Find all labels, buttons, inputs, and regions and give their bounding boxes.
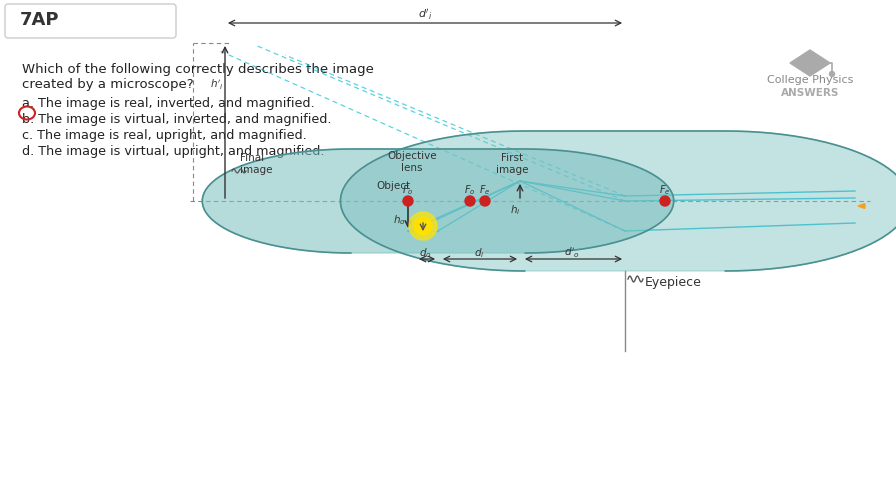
Polygon shape [790, 50, 830, 76]
Text: Eyepiece: Eyepiece [645, 276, 702, 289]
Text: Object: Object [376, 181, 410, 191]
Text: $F_e$: $F_e$ [479, 183, 491, 197]
Text: $h'_i$: $h'_i$ [210, 77, 224, 92]
Text: b. The image is virtual, inverted, and magnified.: b. The image is virtual, inverted, and m… [22, 113, 332, 126]
Text: Final
image: Final image [240, 153, 272, 175]
Text: ANSWERS: ANSWERS [780, 88, 840, 98]
Circle shape [465, 196, 475, 206]
Text: d. The image is virtual, upright, and magnified.: d. The image is virtual, upright, and ma… [22, 145, 324, 158]
Ellipse shape [799, 56, 821, 70]
Text: $h_i$: $h_i$ [510, 203, 521, 217]
Polygon shape [202, 149, 674, 253]
Text: c. The image is real, upright, and magnified.: c. The image is real, upright, and magni… [22, 129, 306, 142]
Text: $h_o$: $h_o$ [393, 213, 406, 227]
Wedge shape [858, 204, 865, 208]
FancyBboxPatch shape [5, 4, 176, 38]
Text: College Physics: College Physics [767, 75, 853, 85]
Polygon shape [340, 131, 896, 271]
Text: Objective
lens: Objective lens [387, 151, 437, 173]
Text: $F_e$: $F_e$ [659, 183, 671, 197]
Circle shape [660, 196, 670, 206]
Circle shape [403, 196, 413, 206]
Text: $d_i$: $d_i$ [474, 246, 484, 260]
Text: 7AP: 7AP [20, 11, 59, 29]
Text: $F_o$: $F_o$ [464, 183, 476, 197]
Text: $d'_o$: $d'_o$ [564, 245, 580, 260]
Text: a. The image is real, inverted, and magnified.: a. The image is real, inverted, and magn… [22, 97, 314, 110]
Text: created by a microscope?: created by a microscope? [22, 78, 194, 91]
Text: First
image: First image [495, 153, 529, 175]
Circle shape [414, 217, 432, 235]
Text: $d'_i$: $d'_i$ [418, 8, 432, 22]
Text: Which of the following correctly describes the image: Which of the following correctly describ… [22, 63, 374, 76]
Circle shape [480, 196, 490, 206]
Circle shape [409, 212, 437, 240]
Circle shape [830, 71, 834, 76]
Text: $d_o$: $d_o$ [418, 246, 431, 260]
Text: $F_o$: $F_o$ [402, 183, 414, 197]
